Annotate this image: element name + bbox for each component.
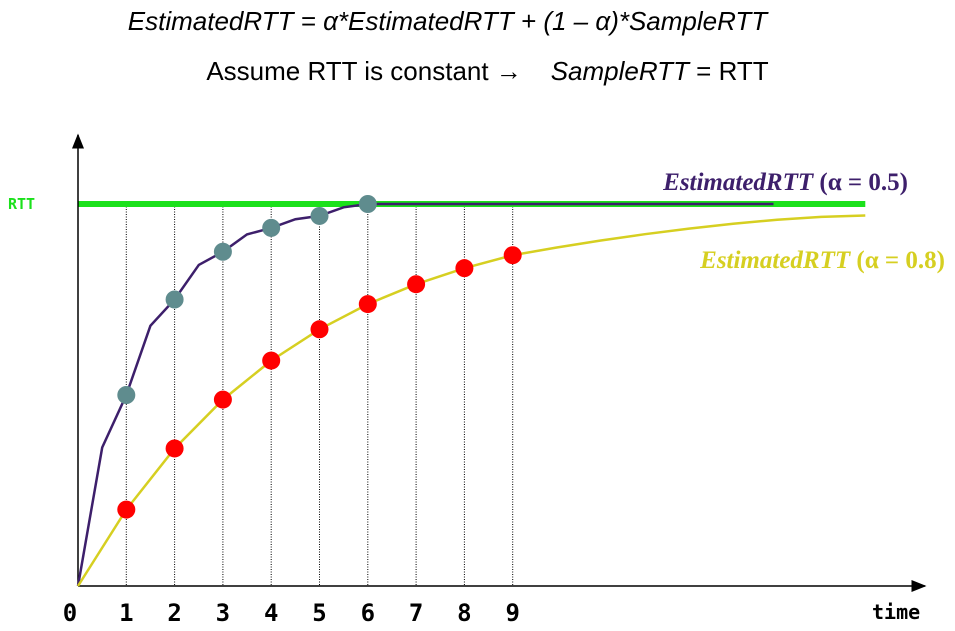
point-alpha-0-8-x1 — [117, 500, 136, 519]
axes-layer — [72, 133, 927, 592]
x-tick-label-6: 6 — [361, 599, 375, 627]
x-axis-label: time — [872, 600, 920, 624]
series-label-alpha-0-8: EstimatedRTT (α = 0.8) — [699, 247, 945, 274]
point-alpha-0-5-x6 — [358, 195, 377, 213]
point-alpha-0-8-x7 — [407, 275, 426, 294]
x-tick-label-5: 5 — [312, 599, 326, 627]
point-alpha-0-5-x1 — [117, 386, 136, 404]
point-alpha-0-8-x2 — [165, 439, 184, 458]
series-curve-alpha-0-8 — [76, 214, 866, 587]
x-tick-label-3: 3 — [216, 599, 230, 627]
x-tick-label-8: 8 — [457, 599, 471, 627]
grid-layer — [125, 204, 514, 586]
formula-line-1: EstimatedRTT = α*EstimatedRTT + (1 – α)*… — [0, 6, 925, 37]
label-layer: 0 1 2 3 4 5 6 7 8 9 RTT time EstimatedRTT (α = 0.5) E… — [8, 169, 945, 627]
x-tick-label-7: 7 — [409, 599, 423, 627]
point-alpha-0-5-x2 — [165, 290, 184, 309]
point-alpha-0-8-x6 — [358, 295, 377, 314]
point-alpha-0-5-x3 — [213, 242, 232, 261]
x-tick-label-9: 9 — [505, 599, 519, 627]
formula-line-2: Assume RTT is constant → SampleRTT = RTT — [10, 56, 955, 87]
curve-layer — [76, 202, 866, 587]
point-alpha-0-8-x5 — [310, 320, 329, 339]
x-tick-label-1: 1 — [119, 599, 133, 627]
point-alpha-0-5-x4 — [262, 218, 281, 237]
formula-var-samplertt: SampleRTT — [550, 56, 689, 86]
series-curve-alpha-0-5 — [76, 202, 774, 587]
x-tick-label-0: 0 — [63, 599, 77, 627]
point-alpha-0-8-x9 — [503, 246, 522, 265]
point-alpha-0-8-x8 — [455, 259, 474, 278]
formula-equals-rtt: = RTT — [688, 56, 769, 86]
point-layer — [117, 195, 522, 519]
y-axis-label: RTT — [8, 195, 35, 213]
x-tick-label-4: 4 — [264, 599, 278, 627]
point-alpha-0-5-x5 — [310, 206, 329, 225]
formula-assumption: Assume RTT is constant → — [206, 56, 522, 86]
formula-text: EstimatedRTT = α*EstimatedRTT + (1 – α)*… — [127, 6, 768, 36]
point-alpha-0-8-x4 — [262, 351, 281, 370]
point-alpha-0-8-x3 — [213, 390, 232, 409]
series-label-alpha-0-5: EstimatedRTT (α = 0.5) — [662, 169, 908, 196]
x-tick-label-2: 2 — [167, 599, 181, 627]
